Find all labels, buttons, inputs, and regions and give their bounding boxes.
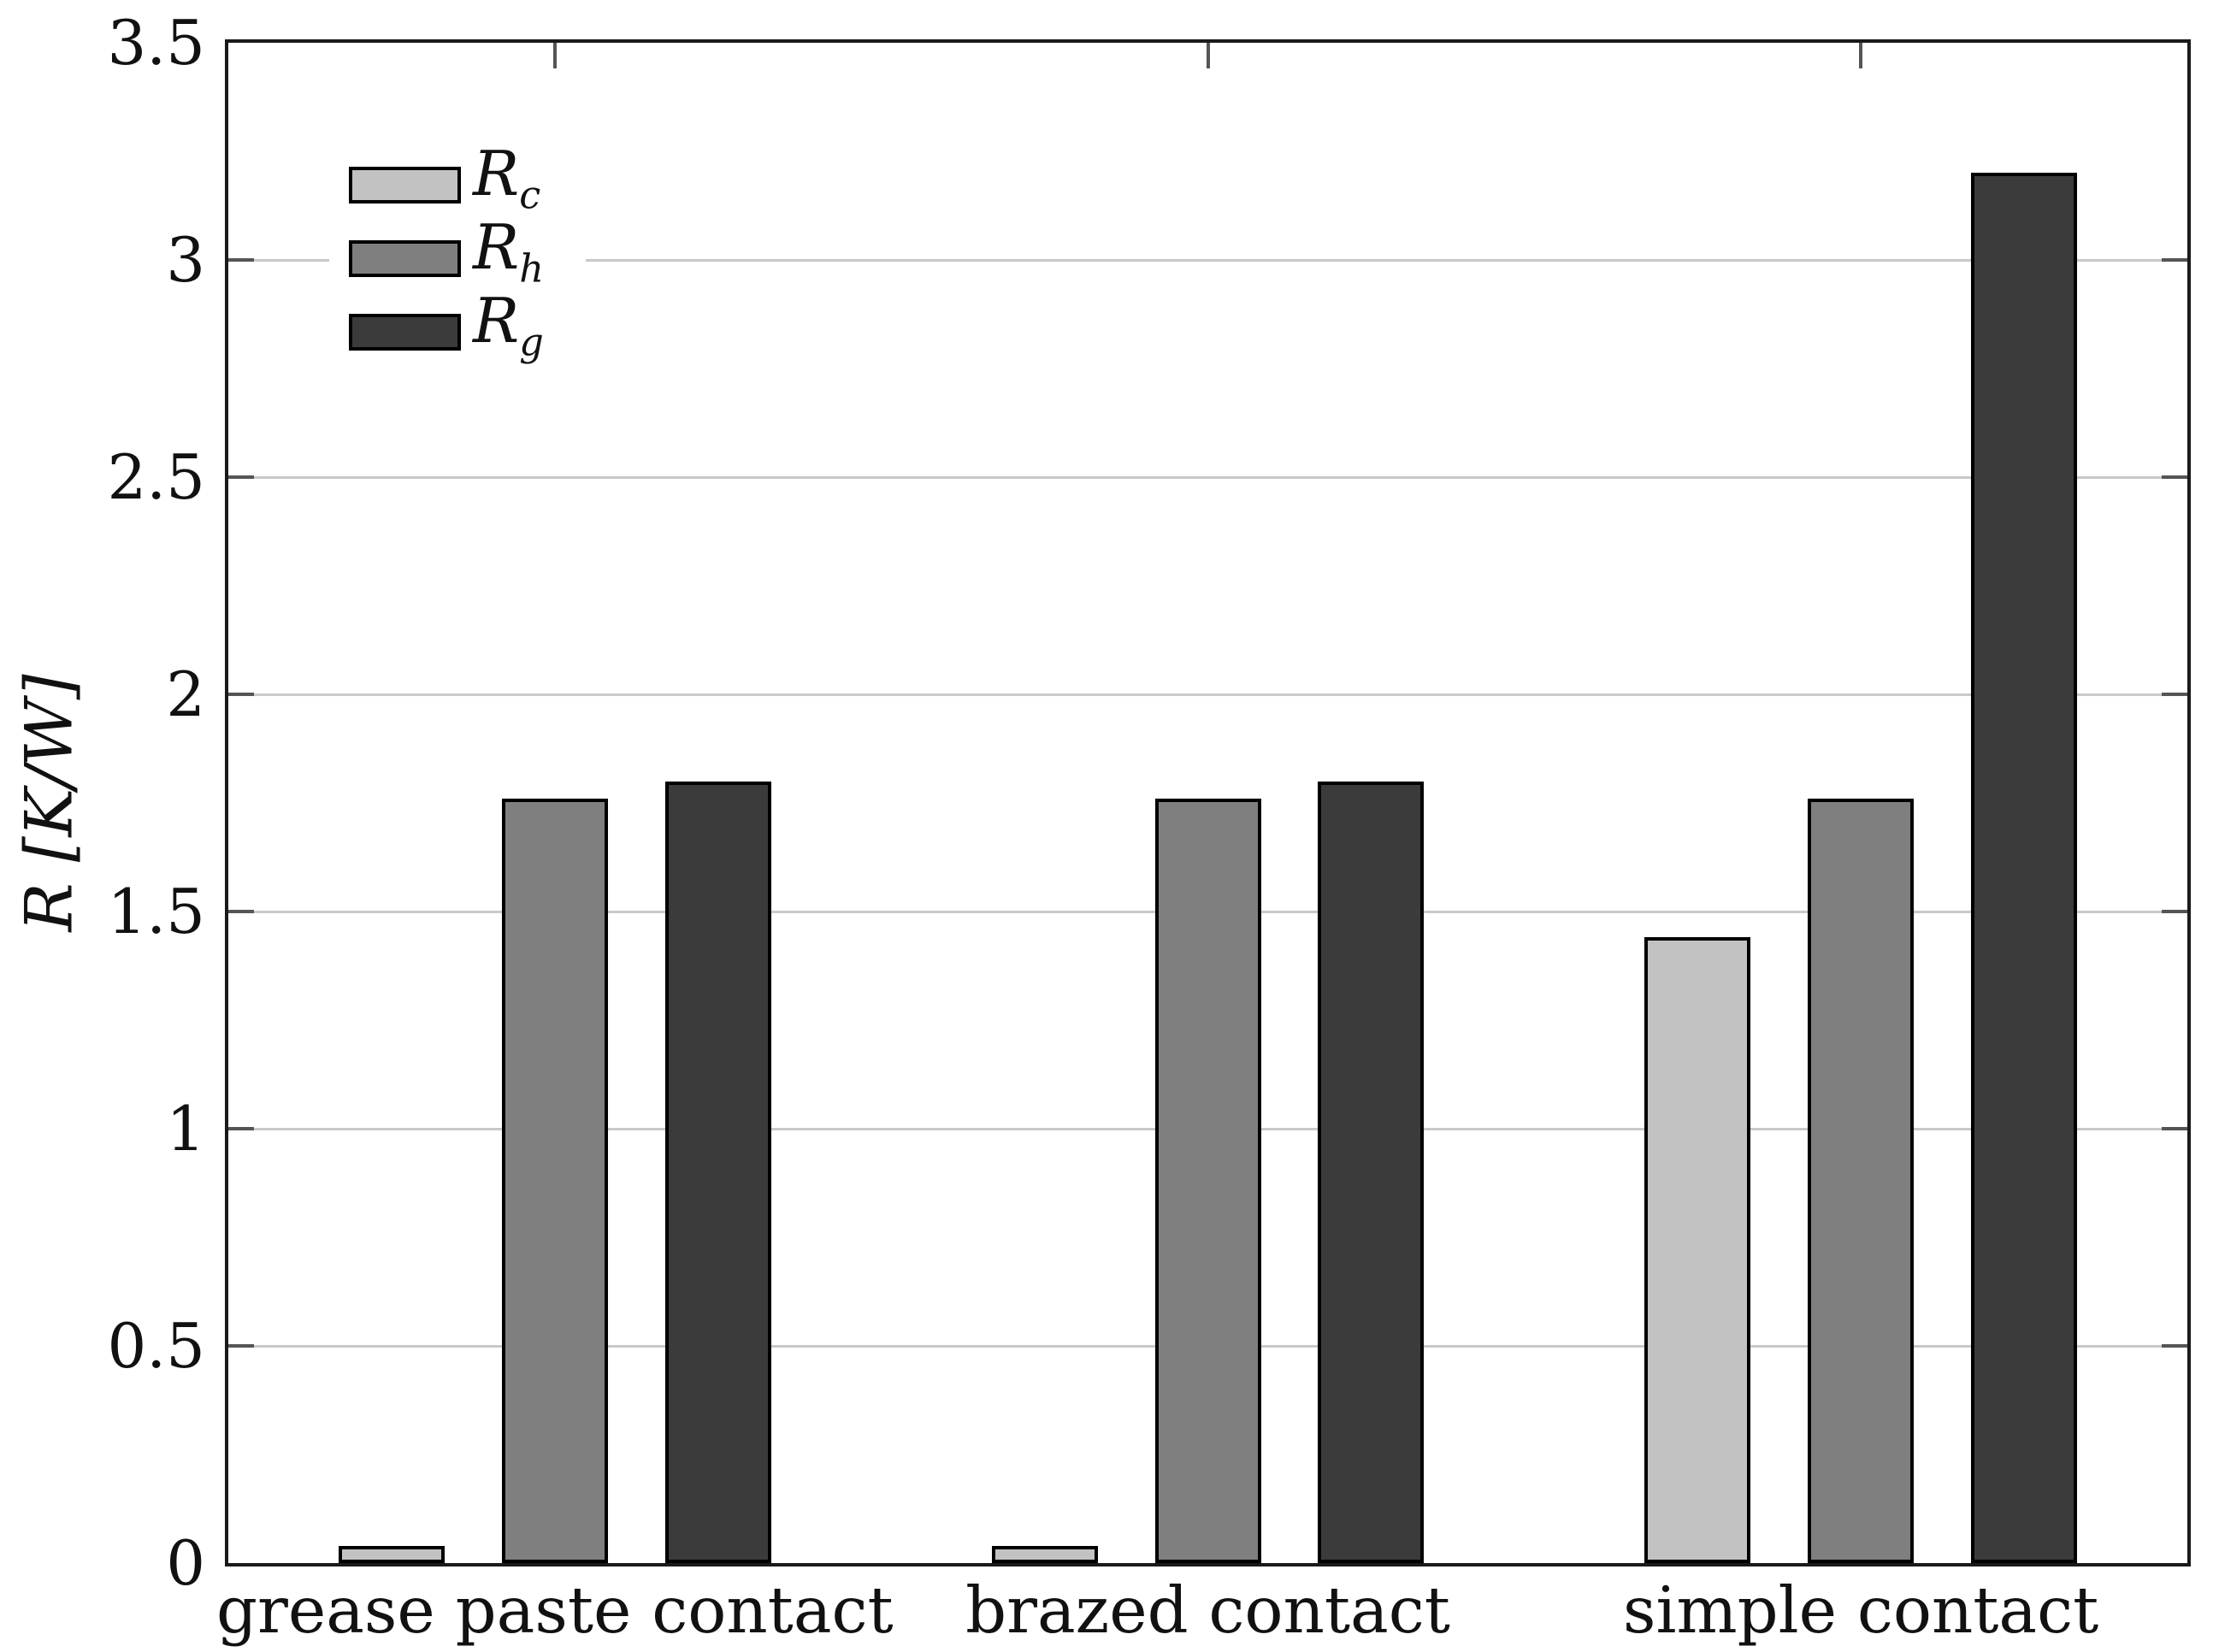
ytick-label-2.5: 2.5 [107,441,205,513]
ytick-mark-left-2.5 [228,475,254,479]
bar-R_g-simple-contact [1971,173,2077,1563]
ytick-label-3: 3 [166,224,205,296]
legend-label-rg-main: R [473,285,520,357]
ytick-mark-right-1.5 [2162,910,2187,913]
bar-R_h-simple-contact [1808,799,1914,1563]
bar-R_h-brazed-contact [1155,799,1261,1563]
ytick-mark-right-2 [2162,693,2187,696]
ytick-label-0.5: 0.5 [107,1310,205,1382]
xtick-mark-top-1 [552,43,557,68]
xtick-mark-top-2 [1206,43,1210,68]
bar-R_c-simple-contact [1644,937,1750,1563]
legend-label-rh-main: R [473,211,520,284]
legend-label-rh: Rh [473,216,544,299]
ytick-mark-left-3 [228,258,254,262]
xtick-label-grease-paste-contact: grease paste contact [215,1572,894,1648]
legend-label-rc: Rc [473,143,540,226]
gridline-y-2.5 [228,475,2187,479]
ytick-mark-right-1 [2162,1127,2187,1130]
bar-R_c-brazed-contact [992,1546,1098,1563]
xtick-mark-top-3 [1859,43,1863,68]
legend-label-rh-sub: h [519,246,544,292]
legend-item-rg: Rg [349,290,586,365]
ytick-label-1.5: 1.5 [107,876,205,947]
ytick-mark-left-2 [228,693,254,696]
ytick-mark-left-1 [228,1127,254,1130]
ytick-label-3.5: 3.5 [107,7,205,79]
xtick-label-brazed-contact: brazed contact [965,1572,1450,1648]
legend-label-rc-sub: c [519,173,541,218]
ytick-label-2: 2 [166,658,205,730]
legend-swatch-rg [349,313,461,351]
ytick-mark-right-0.5 [2162,1344,2187,1348]
gridline-y-2 [228,693,2187,696]
xtick-label-simple-contact: simple contact [1623,1572,2099,1648]
legend: Rc Rh Rg [329,143,586,388]
legend-swatch-rc [349,166,461,204]
legend-label-rg-sub: g [519,320,544,365]
legend-label-rc-main: R [473,138,520,210]
bar-R_g-brazed-contact [1318,782,1424,1563]
legend-item-rc: Rc [349,143,586,218]
ytick-label-0: 0 [166,1527,205,1599]
legend-item-rh: Rh [349,216,586,292]
plot-area: Rc Rh Rg [225,39,2191,1566]
bar-R_g-grease-paste-contact [665,782,771,1563]
ytick-mark-right-3 [2162,258,2187,262]
gridline-y-3 [228,258,2187,262]
legend-label-rg: Rg [473,290,544,373]
legend-swatch-rh [349,239,461,277]
bar-R_h-grease-paste-contact [502,799,608,1563]
ytick-label-1: 1 [166,1093,205,1165]
bar-R_c-grease-paste-contact [339,1546,445,1563]
ytick-mark-left-0.5 [228,1344,254,1348]
ytick-mark-left-1.5 [228,910,254,913]
ytick-mark-right-2.5 [2162,475,2187,479]
